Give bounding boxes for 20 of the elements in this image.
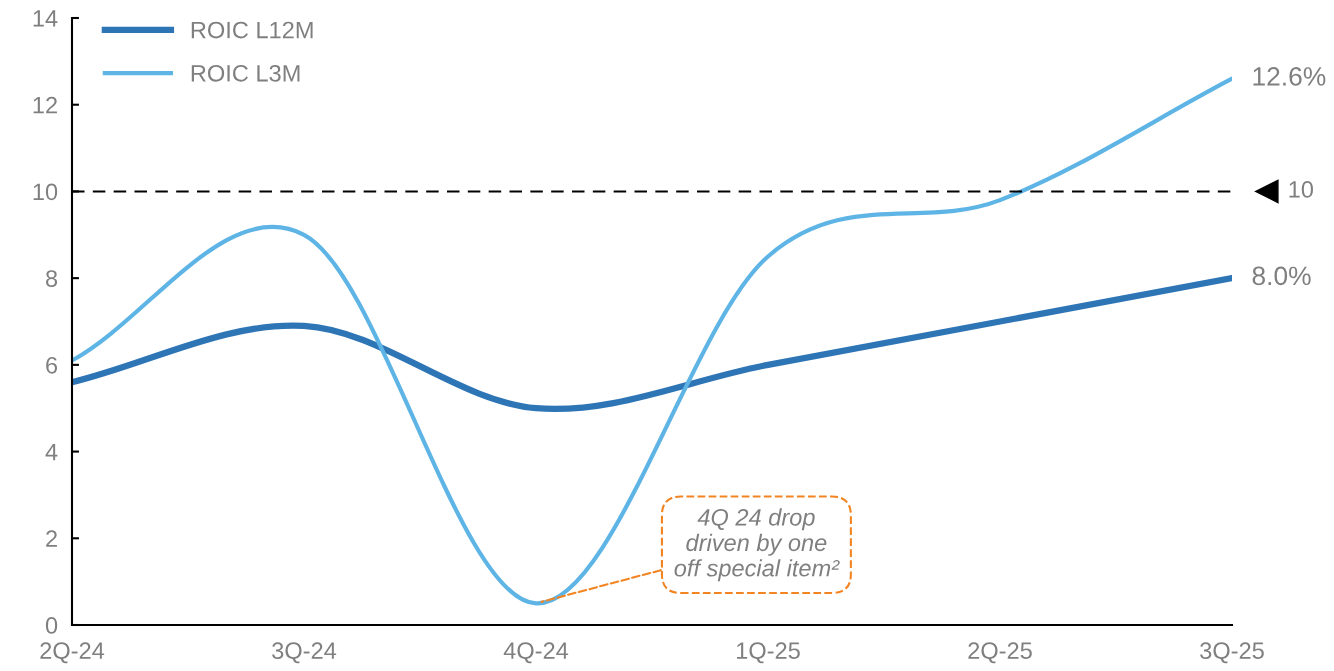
y-tick-label: 2 [46,530,57,547]
y-tick-label: 14 [33,10,58,27]
x-tick-label: 1Q-25 [736,642,800,664]
data-label: 8.0% [1252,266,1311,286]
x-tick-label: 2Q-24 [40,642,105,664]
legend-label: ROIC L12M [191,21,313,39]
x-tick-label: 3Q-25 [1200,642,1264,664]
y-tick-label: 12 [33,96,57,114]
y-tick-label: 6 [46,356,58,374]
y-tick-label: 10 [33,183,58,201]
y-tick-label: 4 [45,443,58,461]
x-tick-label: 2Q-25 [968,642,1032,664]
y-tick-label: 8 [46,270,58,287]
y-tick-label: 0 [45,617,58,634]
x-tick-label: 3Q-24 [272,642,337,664]
data-label: 12.6% [1253,67,1326,86]
legend-label: ROIC L3M [191,64,300,82]
x-tick-label: 4Q-24 [503,642,569,664]
ref-line-label: 10 [1289,181,1314,198]
annotation: 4Q 24 drop driven by one off special item² [674,508,840,582]
